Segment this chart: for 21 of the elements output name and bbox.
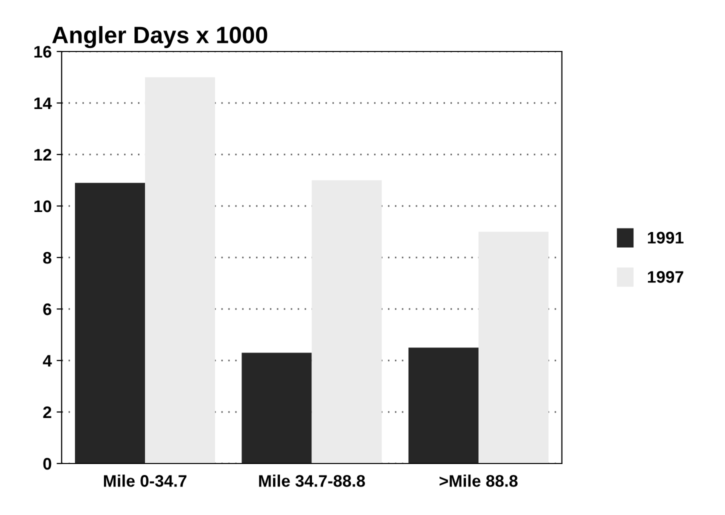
bar [408,348,478,464]
y-tick-label: 16 [34,46,52,58]
bar [478,232,549,464]
bar [242,352,312,464]
bar [74,182,145,464]
chart-title: Angler Days x 1000 [52,26,268,48]
y-tick-label: 8 [43,252,52,264]
y-tick-label: 12 [34,148,52,161]
x-tick-label: Mile 34.7-88.8 [259,474,365,487]
y-tick-label: 2 [43,406,52,418]
y-tick-label: 10 [34,200,52,212]
x-tick-label: >Mile 88.8 [440,474,518,487]
y-tick-label: 4 [42,355,52,367]
y-tick-label: 14 [34,98,52,110]
bar [145,77,216,464]
y-tick-label: 6 [43,303,52,316]
y-tick-label: 0 [43,458,52,470]
legend-label: 1997 [648,271,684,283]
bar [312,180,382,464]
legend-label: 1991 [648,232,684,244]
x-tick-label: Mile 0-34.7 [104,474,186,487]
